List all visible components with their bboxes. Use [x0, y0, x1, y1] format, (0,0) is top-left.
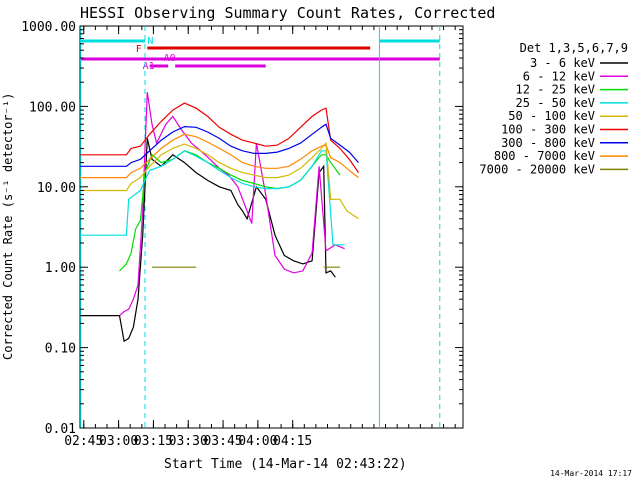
- series-line-25-50: [80, 150, 345, 246]
- series-line-800-7000: [80, 133, 359, 179]
- x-tick-label: 03:00: [99, 434, 138, 449]
- legend-entry-label: 7000 - 20000 keV: [479, 162, 595, 176]
- legend-entry-label: 3 - 6 keV: [530, 56, 595, 70]
- legend-entry-label: 50 - 100 keV: [508, 109, 595, 123]
- chart-title: HESSI Observing Summary Count Rates, Cor…: [80, 4, 495, 22]
- series-line-100-300: [80, 102, 359, 173]
- boundary-lines: [80, 26, 441, 428]
- flag-label-N: N: [147, 36, 153, 47]
- legend-entry-label: 800 - 7000 keV: [494, 149, 595, 163]
- y-tick-label: 0.01: [45, 422, 76, 437]
- y-tick-label: 1.00: [45, 261, 76, 276]
- x-tick-label: 04:00: [238, 434, 277, 449]
- legend-entry-label: 6 - 12 keV: [523, 69, 595, 83]
- flag-label-A1: A1: [143, 61, 155, 72]
- series-lines: [80, 92, 359, 343]
- series-line-50-100: [80, 141, 359, 220]
- legend-header: Det 1,3,5,6,7,9: [520, 41, 628, 55]
- y-tick-label: 0.10: [45, 342, 76, 357]
- legend-entry-label: 25 - 50 keV: [516, 96, 595, 110]
- legend-entry-label: 300 - 800 keV: [501, 136, 595, 150]
- flag-label-F: F: [136, 44, 142, 55]
- legend-entry-label: 12 - 25 keV: [516, 83, 595, 97]
- y-axis-label: Corrected Count Rate (s⁻¹ detector⁻¹): [1, 93, 15, 360]
- legend-entry-label: 100 - 300 keV: [501, 123, 595, 137]
- series-line-300-800: [80, 123, 359, 167]
- x-tick-label: 03:45: [203, 434, 242, 449]
- series-line-3-6: [80, 138, 336, 343]
- y-tick-label: 100.00: [29, 100, 76, 115]
- plot-frame: [79, 25, 464, 429]
- x-axis-label: Start Time (14-Mar-14 02:43:22): [164, 457, 407, 472]
- flag-label-A0: A0: [164, 53, 176, 64]
- y-tick-label: 10.00: [37, 181, 76, 196]
- footer-date: 14-Mar-2014 17:17: [550, 469, 632, 478]
- x-tick-label: 04:15: [273, 434, 312, 449]
- y-tick-label: 1000.00: [21, 20, 76, 35]
- x-tick-label: 03:30: [169, 434, 208, 449]
- plot-area: [79, 25, 464, 429]
- series-line-6-12: [119, 92, 345, 317]
- x-tick-label: 03:15: [134, 434, 173, 449]
- x-tick-label: 02:45: [64, 434, 103, 449]
- y-axis: 0.01 0.10 1.00 10.00 100.00 1000.00: [21, 20, 463, 437]
